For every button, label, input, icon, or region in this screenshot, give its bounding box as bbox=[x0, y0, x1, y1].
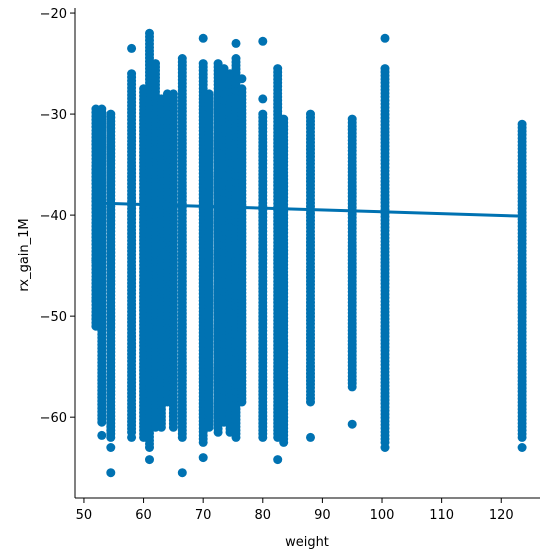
x-tick-label: 70 bbox=[195, 508, 212, 523]
scatter-point bbox=[198, 59, 208, 69]
x-tick-label: 120 bbox=[489, 508, 514, 523]
scatter-point bbox=[127, 432, 137, 442]
scatter-point bbox=[237, 74, 247, 84]
scatter-point bbox=[219, 64, 229, 74]
scatter-point bbox=[273, 64, 283, 74]
regression-line bbox=[95, 201, 523, 218]
scatter-point bbox=[145, 28, 154, 38]
scatter-point bbox=[106, 109, 116, 119]
scatter-point bbox=[380, 33, 390, 43]
scatter-point bbox=[106, 468, 116, 478]
x-tick-label: 90 bbox=[314, 508, 331, 523]
scatter-point bbox=[347, 419, 357, 429]
scatter-point bbox=[517, 443, 527, 452]
scatter-point bbox=[279, 114, 289, 124]
scatter-point bbox=[258, 109, 268, 119]
scatter-point bbox=[204, 89, 214, 99]
x-axis-label: weight bbox=[285, 535, 329, 550]
scatter-point bbox=[198, 33, 208, 43]
scatter-point bbox=[306, 432, 315, 442]
scatter-point bbox=[97, 104, 107, 114]
scatter-point bbox=[347, 114, 357, 124]
scatter-point bbox=[237, 84, 247, 94]
y-axis-ticks: −20 −30 −40 −50 −60 bbox=[40, 7, 75, 426]
y-tick-label: −30 bbox=[40, 108, 67, 123]
scatter-point bbox=[380, 443, 390, 452]
x-tick-label: 80 bbox=[255, 508, 272, 523]
y-tick-label: −20 bbox=[40, 7, 67, 22]
x-tick-label: 50 bbox=[76, 508, 93, 523]
scatter-point bbox=[231, 38, 241, 48]
scatter-point bbox=[380, 64, 390, 74]
data-points bbox=[91, 28, 527, 478]
scatter-point bbox=[106, 443, 116, 452]
x-tick-label: 100 bbox=[370, 508, 395, 523]
x-tick-label: 60 bbox=[135, 508, 152, 523]
y-tick-label: −40 bbox=[40, 209, 67, 224]
x-axis-ticks: 50 60 70 80 90 100 110 120 bbox=[76, 498, 514, 523]
scatter-point bbox=[258, 36, 268, 46]
scatter-point bbox=[145, 455, 154, 465]
scatter-point bbox=[97, 430, 107, 440]
scatter-point bbox=[127, 69, 137, 79]
y-tick-label: −60 bbox=[40, 411, 67, 426]
scatter-point bbox=[177, 468, 187, 478]
scatter-point bbox=[258, 94, 268, 104]
scatter-point bbox=[177, 54, 187, 63]
scatter-point bbox=[168, 89, 178, 99]
scatter-point bbox=[127, 43, 137, 53]
y-tick-label: −50 bbox=[40, 310, 67, 325]
scatter-point bbox=[273, 455, 283, 465]
scatter-point bbox=[151, 59, 160, 69]
y-axis-label: rx_gain_1M bbox=[17, 218, 32, 291]
x-tick-label: 110 bbox=[429, 508, 454, 523]
scatter-point bbox=[198, 453, 208, 463]
scatter-point bbox=[306, 109, 315, 119]
scatter-point bbox=[231, 54, 241, 63]
scatter-point bbox=[213, 59, 223, 69]
scatter-point bbox=[517, 119, 527, 129]
